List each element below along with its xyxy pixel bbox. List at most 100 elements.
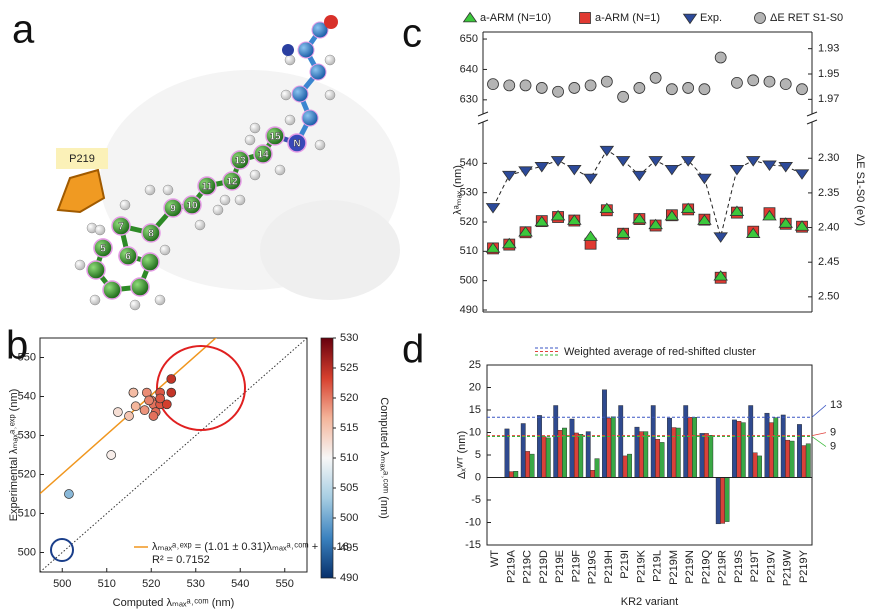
atom-label: 12 <box>226 177 238 188</box>
bar <box>806 444 810 478</box>
bar <box>546 438 550 478</box>
bar <box>651 406 655 478</box>
bar <box>635 427 639 477</box>
marker-circle <box>715 52 726 63</box>
bar <box>688 417 692 477</box>
x-tick-label: P219M <box>668 550 680 585</box>
x-tick-label: 540 <box>231 578 249 590</box>
atom-label: N <box>293 139 300 150</box>
bar <box>611 417 615 478</box>
colorbar-tick-label: 490 <box>340 572 358 584</box>
molecule-panel: 56789101112131415NP219 <box>56 15 400 310</box>
bar <box>627 454 631 477</box>
bar <box>741 423 745 478</box>
hydrogen-atom <box>155 295 165 305</box>
marker-circle <box>634 82 645 93</box>
x-tick-label: P219K <box>635 549 647 583</box>
marker-circle <box>601 76 612 87</box>
figure: 56789101112131415NP219 abcd5005105205305… <box>0 0 870 611</box>
y-tick-label: 20 <box>469 381 481 393</box>
scatter-point <box>107 451 116 460</box>
panel-label: d <box>402 328 424 372</box>
x-tick-label: P219W <box>782 549 794 586</box>
reference-label: 9 <box>830 440 836 452</box>
atom-label: 7 <box>118 222 124 233</box>
marker-circle <box>569 82 580 93</box>
bar <box>514 471 518 477</box>
scatter-point <box>131 402 140 411</box>
colorbar-tick-label: 525 <box>340 362 358 374</box>
x-tick-label: P219F <box>570 550 582 583</box>
y-tick-label: 500 <box>18 546 36 558</box>
y-tick-label: 650 <box>460 33 478 45</box>
bar <box>607 418 611 477</box>
x-tick-label: P219Y <box>798 549 810 583</box>
highlight-circle <box>51 539 73 561</box>
bar <box>725 478 729 522</box>
marker-circle <box>488 79 499 90</box>
hydrogen-atom <box>95 225 105 235</box>
colorbar-title: Computed λₘₐₓᵃ˒ᶜᵒᵐ (nm) <box>378 397 390 519</box>
marker-triangle <box>714 233 727 242</box>
marker-circle <box>504 80 515 91</box>
bar <box>732 420 736 478</box>
atom-label: 9 <box>170 204 176 215</box>
marker-circle <box>618 91 629 102</box>
bar <box>765 413 769 477</box>
marker-triangle <box>568 165 581 174</box>
atom-label: 10 <box>186 201 198 212</box>
hydrogen-atom <box>90 295 100 305</box>
hydrogen-atom <box>245 135 255 145</box>
hydrogen-atom <box>145 185 155 195</box>
bar <box>753 453 757 478</box>
x-tick-label: P219V <box>765 549 777 583</box>
bar <box>619 406 623 478</box>
y-tick-label: 2.30 <box>818 152 839 164</box>
identity-line <box>40 338 307 572</box>
bar <box>797 424 801 477</box>
marker-triangle <box>552 157 565 166</box>
bar <box>574 433 578 478</box>
x-tick-label: P219L <box>652 550 664 582</box>
x-tick-label: P219I <box>619 550 631 579</box>
panel-label: a <box>12 8 35 52</box>
atom-label: 15 <box>269 132 281 143</box>
legend-label: a-ARM (N=1) <box>595 12 660 24</box>
y-tick-label: 5 <box>475 449 481 461</box>
marker-triangle <box>464 13 477 22</box>
plot-frame <box>487 365 812 545</box>
marker-triangle <box>584 174 597 183</box>
fit-r2: R² = 0.7152 <box>152 554 210 566</box>
x-tick-label: P219D <box>538 550 550 584</box>
scatter-point <box>145 396 154 405</box>
x-tick-label: P219N <box>684 550 696 584</box>
bar <box>542 437 546 478</box>
marker-square <box>580 13 591 24</box>
bar <box>660 442 664 477</box>
atom-label: 11 <box>202 182 213 193</box>
marker-circle <box>585 80 596 91</box>
x-tick-label: P219H <box>603 550 615 584</box>
hydrogen-atom <box>325 55 335 65</box>
hydrogen-atom <box>75 260 85 270</box>
bar <box>737 421 741 477</box>
hydrogen-atom <box>213 205 223 215</box>
marker-triangle <box>600 146 613 155</box>
hydrogen-atom <box>195 220 205 230</box>
backbone-atom <box>310 64 326 80</box>
y-tick-label: -10 <box>465 516 481 528</box>
marker-circle <box>748 75 759 86</box>
y-tick-label: 25 <box>469 359 481 371</box>
bar <box>595 459 599 478</box>
scatter-point <box>113 408 122 417</box>
x-tick-label: 510 <box>98 578 116 590</box>
marker-triangle <box>747 157 760 166</box>
hydrogen-atom <box>160 245 170 255</box>
backbone-atom <box>302 110 318 126</box>
bar <box>537 415 541 477</box>
backbone-atom <box>292 86 308 102</box>
bar <box>586 432 590 478</box>
y-tick-label: 500 <box>460 275 478 287</box>
y-axis-title: Δₓᵂᵀ (nm) <box>456 431 468 479</box>
panel-label: c <box>402 12 422 56</box>
